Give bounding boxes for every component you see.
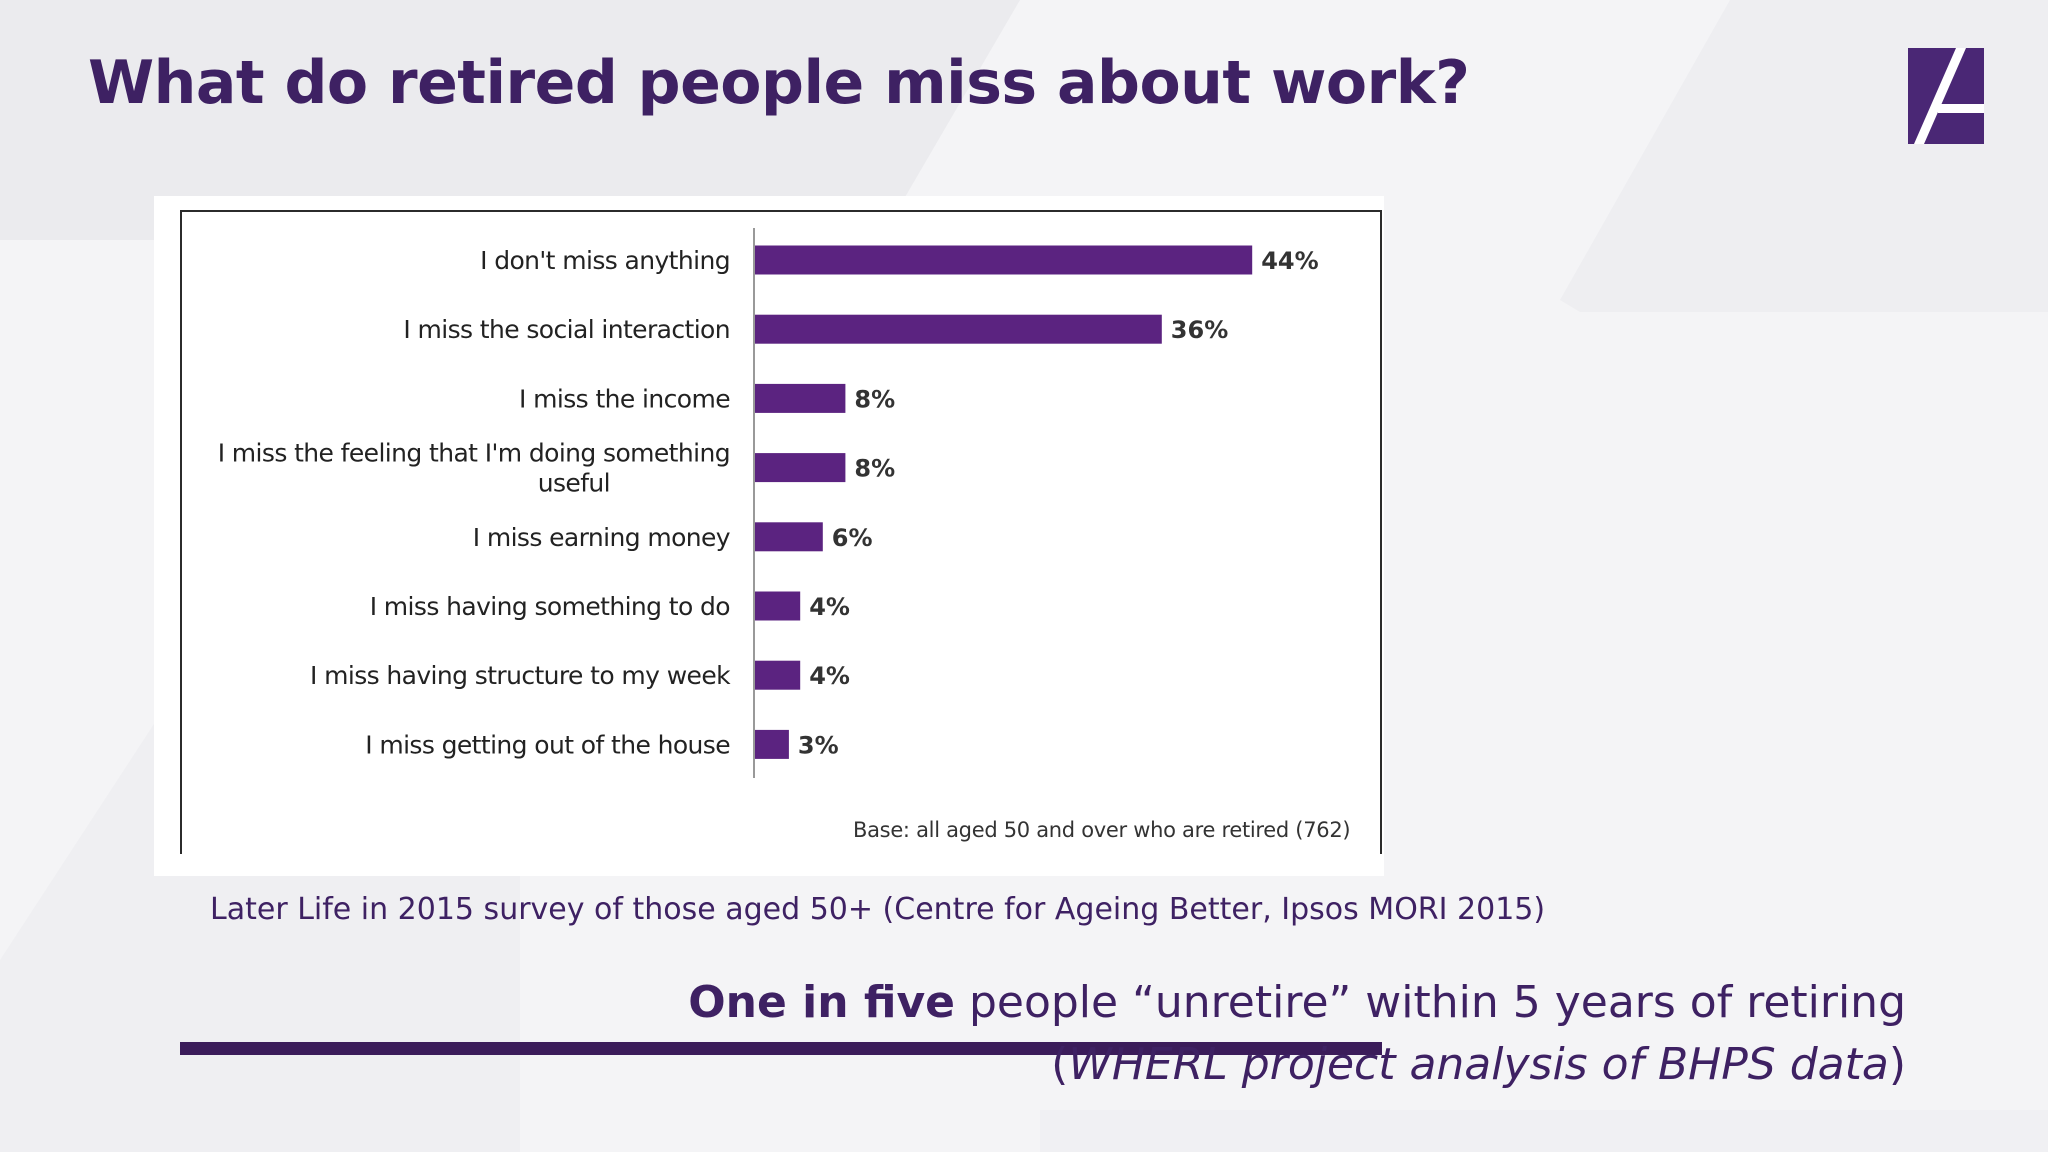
bar-3 bbox=[755, 453, 846, 483]
value-label-1: 36% bbox=[1171, 316, 1228, 344]
category-label-3: I miss the feeling that I'm doing someth… bbox=[218, 439, 730, 498]
slide-title: What do retired people miss about work? bbox=[88, 48, 1470, 118]
category-label-0: I don't miss anything bbox=[480, 246, 730, 275]
value-label-3: 8% bbox=[854, 455, 895, 483]
bar-2 bbox=[755, 383, 846, 413]
angled-a-logo-icon bbox=[1908, 48, 1984, 144]
callout-paren-open: ( bbox=[1051, 1039, 1069, 1090]
callout-paren-close: ) bbox=[1888, 1039, 1906, 1090]
category-label-5: I miss having something to do bbox=[370, 592, 730, 621]
category-label-1: I miss the social interaction bbox=[403, 315, 730, 344]
bar-0 bbox=[755, 245, 1253, 275]
unretire-callout: One in five people “unretire” within 5 y… bbox=[688, 972, 1906, 1096]
bar-7 bbox=[755, 729, 789, 759]
callout-line-1: One in five people “unretire” within 5 y… bbox=[688, 972, 1906, 1034]
bar-chart: 44% I don't miss anything 36% I miss the so… bbox=[218, 228, 1319, 778]
source-caption: Later Life in 2015 survey of those aged … bbox=[210, 892, 1546, 927]
category-label-4: I miss earning money bbox=[473, 523, 731, 552]
callout-emphasis: One in five bbox=[688, 977, 955, 1028]
value-label-5: 4% bbox=[809, 593, 850, 621]
value-label-7: 3% bbox=[798, 731, 839, 759]
value-label-6: 4% bbox=[809, 662, 850, 690]
category-label-7: I miss getting out of the house bbox=[365, 730, 730, 759]
bar-1 bbox=[755, 314, 1162, 344]
bar-5 bbox=[755, 591, 801, 621]
callout-text: people “unretire” within 5 years of reti… bbox=[954, 977, 1906, 1028]
category-label-6: I miss having structure to my week bbox=[310, 661, 731, 690]
value-label-0: 44% bbox=[1261, 247, 1318, 275]
callout-line-2: (WHERL project analysis of BHPS data) bbox=[688, 1034, 1906, 1096]
bar-4 bbox=[755, 522, 823, 552]
category-label-2: I miss the income bbox=[519, 384, 730, 413]
chart-base-note: Base: all aged 50 and over who are retir… bbox=[853, 818, 1351, 842]
callout-source: WHERL project analysis of BHPS data bbox=[1068, 1039, 1889, 1090]
bar-6 bbox=[755, 660, 801, 690]
chart-bottom-band bbox=[180, 1042, 1382, 1055]
value-label-4: 6% bbox=[832, 524, 873, 552]
value-label-2: 8% bbox=[854, 385, 895, 413]
